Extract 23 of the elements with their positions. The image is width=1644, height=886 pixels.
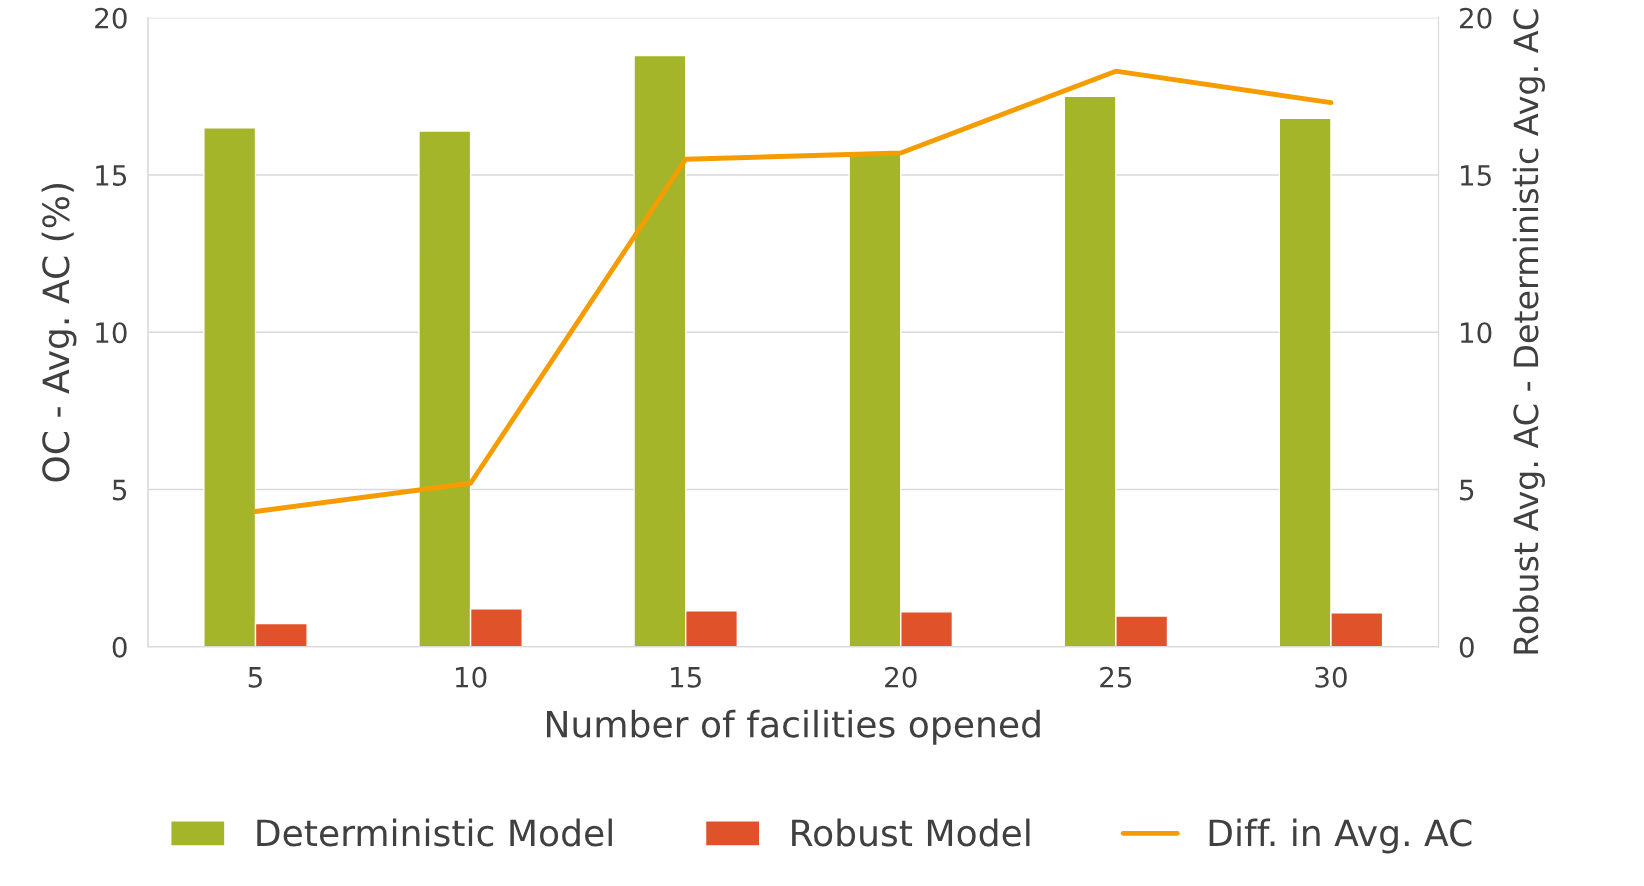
y2-tick-label: 0 bbox=[1459, 636, 1474, 658]
y2-tick-label: 20 bbox=[1459, 7, 1492, 29]
x-tick-label: 20 bbox=[885, 666, 917, 688]
y-axis-title: OC - Avg. AC (%) bbox=[41, 184, 77, 482]
y2-tick-label: 10 bbox=[1461, 322, 1492, 344]
y2-axis-title: Robust Avg. AC - Deterministic Avg. AC bbox=[1512, 9, 1545, 654]
legend-label: Robust Model bbox=[792, 818, 1030, 847]
x-tick-label: 30 bbox=[1315, 666, 1347, 688]
x-tick-label: 15 bbox=[671, 667, 701, 688]
y-tick-label: 10 bbox=[96, 322, 127, 344]
y-tick-label: 20 bbox=[95, 7, 127, 29]
y-tick-label: 15 bbox=[96, 165, 127, 186]
y-tick-label: 0 bbox=[112, 636, 127, 658]
x-tick-label: 10 bbox=[455, 666, 487, 688]
x-tick-label: 25 bbox=[1100, 666, 1132, 688]
x-tick-label: 5 bbox=[248, 667, 262, 688]
y-tick-label: 5 bbox=[112, 479, 127, 501]
line-series bbox=[253, 68, 1334, 514]
legend-label: Diff. in Avg. AC bbox=[1209, 818, 1472, 854]
y2-tick-label: 5 bbox=[1460, 479, 1474, 501]
legend-label: Deterministic Model bbox=[257, 818, 612, 847]
y2-tick-label: 15 bbox=[1461, 165, 1491, 186]
x-axis-title: Number of facilities opened bbox=[546, 709, 1040, 745]
